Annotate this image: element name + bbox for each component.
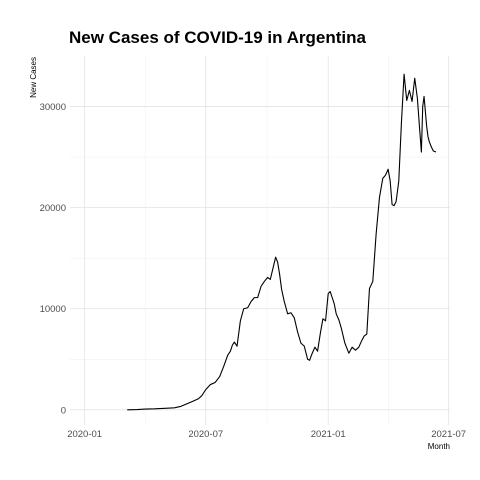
y-tick-label: 0 xyxy=(61,405,66,416)
x-tick-label: 2021-01 xyxy=(311,429,346,440)
series-group xyxy=(127,73,437,411)
y-tick-label: 30000 xyxy=(40,102,66,113)
chart-title: New Cases of COVID-19 in Argentina xyxy=(69,28,366,47)
y-tick-label: 10000 xyxy=(40,304,66,315)
y-axis-ticks: 0 10000 20000 30000 xyxy=(40,102,66,416)
x-axis-ticks: 2020-01 2020-07 2021-01 2021-07 xyxy=(67,429,466,440)
x-axis-title: Month xyxy=(428,442,450,451)
y-axis-title: New Cases xyxy=(29,57,38,98)
series-line xyxy=(127,73,437,411)
x-tick-label: 2021-07 xyxy=(431,429,466,440)
grid xyxy=(70,56,450,425)
y-tick-label: 20000 xyxy=(40,203,66,214)
x-tick-label: 2020-01 xyxy=(67,429,102,440)
x-tick-label: 2020-07 xyxy=(188,429,223,440)
